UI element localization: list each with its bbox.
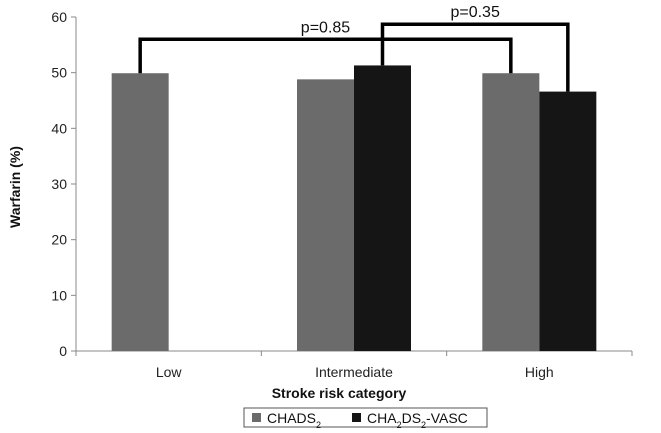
significance-bracket — [380, 22, 570, 92]
y-axis-title: Warfarin (%) — [7, 146, 23, 228]
y-tick-label: 60 — [51, 9, 67, 25]
bar — [482, 73, 540, 352]
bar — [539, 91, 597, 352]
legend: CHADS2 CHA2DS2-VASC — [243, 407, 488, 430]
x-axis-title: Stroke risk category — [272, 385, 407, 401]
y-tick-label: 0 — [59, 343, 67, 359]
legend-box — [243, 407, 488, 428]
p-value-label: p=0.35 — [450, 4, 499, 21]
x-tick-label: Low — [156, 364, 183, 380]
bar — [297, 79, 354, 351]
legend-swatch — [252, 413, 261, 422]
significance-bracket — [138, 37, 513, 74]
x-axis: Low Intermediate High — [75, 350, 633, 380]
bar — [354, 65, 411, 352]
bars — [111, 65, 597, 352]
y-tick-label: 40 — [51, 120, 67, 136]
y-tick-label: 50 — [51, 65, 67, 81]
y-tick-label: 20 — [51, 232, 67, 248]
x-tick-label: High — [525, 364, 554, 380]
legend-swatch — [352, 413, 361, 422]
y-tick-label: 10 — [51, 287, 67, 303]
y-tick-label: 30 — [51, 176, 67, 192]
legend-label: CHADS2 — [267, 410, 321, 430]
bar — [111, 73, 169, 352]
legend-label: CHA2DS2-VASC — [367, 410, 468, 430]
y-axis: 0 10 20 30 40 50 60 — [51, 9, 77, 359]
x-tick-label: Intermediate — [315, 364, 393, 380]
significance-brackets: p=0.85 p=0.35 — [138, 4, 570, 92]
p-value-label: p=0.85 — [301, 19, 350, 36]
